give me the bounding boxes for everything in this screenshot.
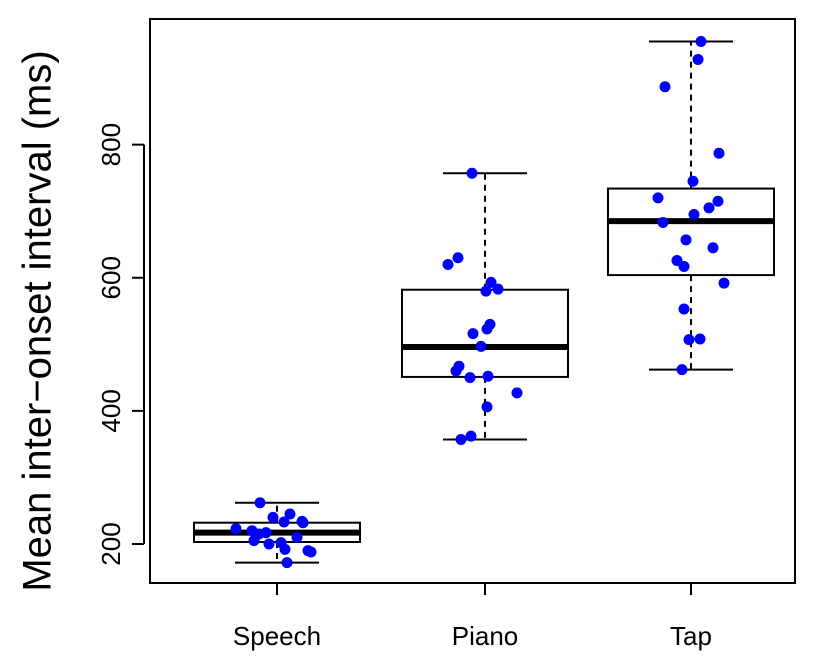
data-point xyxy=(281,557,293,569)
data-point xyxy=(703,202,715,214)
data-point xyxy=(707,242,719,254)
x-tick-label: Piano xyxy=(452,621,519,651)
iqr-box xyxy=(607,187,775,277)
data-point xyxy=(284,508,296,520)
data-point xyxy=(466,167,478,179)
data-point xyxy=(659,81,671,93)
data-point xyxy=(452,252,464,264)
data-point xyxy=(482,370,494,382)
data-point xyxy=(687,175,699,187)
data-point xyxy=(248,535,260,547)
data-point xyxy=(692,53,704,65)
data-point xyxy=(492,283,504,295)
data-point xyxy=(442,258,454,270)
x-tick-label: Speech xyxy=(233,621,321,651)
data-point xyxy=(278,516,290,528)
data-point xyxy=(291,531,303,543)
data-point xyxy=(676,364,688,376)
y-tick-label: 200 xyxy=(96,522,126,565)
data-point xyxy=(678,303,690,315)
data-point xyxy=(279,543,291,555)
data-point xyxy=(713,147,725,159)
y-tick-label: 800 xyxy=(96,123,126,166)
data-point xyxy=(695,35,707,47)
data-point xyxy=(688,209,700,221)
data-point xyxy=(450,365,462,377)
data-point xyxy=(465,430,477,442)
data-point xyxy=(712,195,724,207)
y-axis-title: Mean inter−onset interval (ms) xyxy=(16,50,60,591)
y-tick-label: 600 xyxy=(96,256,126,299)
data-point xyxy=(230,523,242,535)
y-tick-label: 400 xyxy=(96,389,126,432)
boxes-layer xyxy=(193,40,775,564)
data-point xyxy=(254,497,266,509)
points-layer xyxy=(230,35,730,569)
data-point xyxy=(683,334,695,346)
box-speech xyxy=(193,501,361,564)
data-point xyxy=(464,372,476,384)
data-point xyxy=(475,340,487,352)
y-axis: 200 400 600 800 xyxy=(96,123,145,566)
data-point xyxy=(481,323,493,335)
data-point xyxy=(305,546,317,558)
data-point xyxy=(467,328,479,340)
box-tap xyxy=(607,40,775,371)
data-point xyxy=(694,333,706,345)
data-point xyxy=(657,217,669,229)
data-point xyxy=(718,277,730,289)
data-point xyxy=(511,387,523,399)
data-point xyxy=(678,260,690,272)
data-point xyxy=(652,192,664,204)
data-point xyxy=(485,276,497,288)
data-point xyxy=(680,234,692,246)
x-axis: Speech Piano Tap xyxy=(233,582,712,651)
data-point xyxy=(263,538,275,550)
data-point xyxy=(480,285,492,297)
box-piano xyxy=(401,172,569,441)
x-tick-label: Tap xyxy=(670,621,712,651)
data-point xyxy=(267,511,279,523)
data-point xyxy=(297,517,309,529)
data-point xyxy=(455,434,467,446)
data-point xyxy=(481,401,493,413)
